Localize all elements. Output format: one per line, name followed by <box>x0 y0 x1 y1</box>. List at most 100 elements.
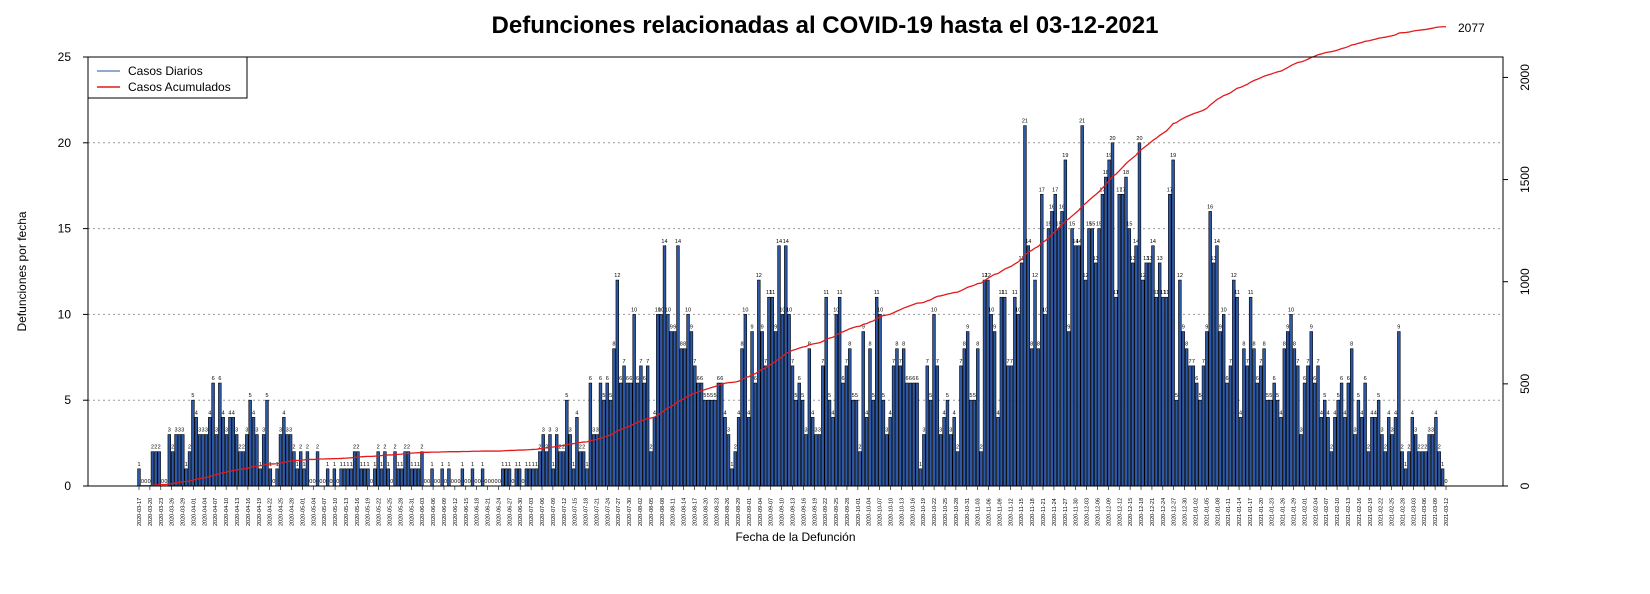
bar-value-label: 5 <box>872 393 875 399</box>
x-tick-label: 2020-12-30 <box>1183 498 1189 526</box>
bar-value-label: 4 <box>996 410 999 416</box>
bar <box>615 279 620 487</box>
bar-value-label: 7 <box>1202 359 1205 365</box>
bar-value-label: 12 <box>985 273 991 279</box>
bar <box>373 468 377 487</box>
bar <box>1134 245 1138 487</box>
bar <box>406 451 411 487</box>
bar-value-label: 0 <box>491 479 494 485</box>
bar-value-label: 5 <box>602 393 605 399</box>
bar-value-label: 2 <box>538 445 541 451</box>
x-tick-label: 2020-05-01 <box>300 498 306 526</box>
bar <box>763 365 768 487</box>
bar-value-label: 2 <box>1384 445 1387 451</box>
bar <box>693 365 697 487</box>
bar <box>1184 348 1189 487</box>
bar-value-label: 10 <box>786 307 792 313</box>
bar-value-label: 9 <box>670 325 673 331</box>
bar <box>1174 399 1179 487</box>
x-tick-label: 2020-09-16 <box>801 498 807 526</box>
bar-value-label: 10 <box>742 307 748 313</box>
x-tick-label: 2020-05-28 <box>398 498 404 526</box>
x-tick-label: 2020-03-26 <box>170 498 176 526</box>
bar-value-label: 2 <box>858 445 861 451</box>
bar-value-label: 4 <box>232 410 235 416</box>
bar <box>888 417 892 487</box>
bar-value-label: 4 <box>1239 410 1242 416</box>
bar <box>531 468 535 487</box>
x-tick-label: 2020-12-21 <box>1150 498 1156 526</box>
bar <box>1383 451 1388 487</box>
bar <box>875 296 879 487</box>
bar <box>1009 365 1014 487</box>
x-tick-label: 2021-01-05 <box>1204 498 1210 526</box>
x-tick-label: 2020-09-19 <box>812 498 818 526</box>
bar <box>1208 211 1212 487</box>
bar-value-label: 4 <box>1320 410 1323 416</box>
bar <box>541 434 545 487</box>
bar <box>821 365 825 487</box>
x-tick-label: 2021-01-20 <box>1259 498 1265 526</box>
bar-value-label: 8 <box>1283 342 1286 348</box>
bar <box>288 434 293 487</box>
bar <box>514 468 518 487</box>
bar-value-label: 8 <box>680 342 683 348</box>
bar-value-label: 2 <box>1407 445 1410 451</box>
bar <box>868 348 872 487</box>
bar-value-label: 9 <box>774 325 777 331</box>
bar-value-label: 8 <box>612 342 615 348</box>
bar-value-label: 1 <box>333 462 336 468</box>
bar-value-label: 9 <box>1219 325 1222 331</box>
bar-value-label: 3 <box>198 428 201 434</box>
bar-value-label: 14 <box>1072 239 1078 245</box>
bar-value-label: 0 <box>498 479 501 485</box>
bar <box>558 451 562 487</box>
bar <box>834 314 838 487</box>
bar-value-label: 5 <box>828 393 831 399</box>
x-tick-label: 2021-02-10 <box>1335 498 1341 526</box>
bar-value-label: 5 <box>1269 393 1272 399</box>
bar <box>1198 399 1202 487</box>
bar-value-label: 4 <box>811 410 814 416</box>
x-tick-label: 2020-10-28 <box>954 498 960 526</box>
bar <box>1191 365 1196 487</box>
x-tick-label: 2020-06-24 <box>496 498 502 526</box>
bar <box>726 434 731 487</box>
bar-value-label: 0 <box>521 479 524 485</box>
bar <box>891 365 896 487</box>
bar-value-label: 4 <box>222 410 225 416</box>
bar-value-label: 4 <box>889 410 892 416</box>
bar <box>996 417 1000 487</box>
bar-value-label: 7 <box>791 359 794 365</box>
bar <box>1312 382 1317 487</box>
bar-value-label: 4 <box>653 410 656 416</box>
bar <box>181 434 185 487</box>
bar-value-label: 4 <box>228 410 231 416</box>
x-tick-label: 2020-07-15 <box>573 498 579 526</box>
bar <box>1013 296 1017 487</box>
bar-value-label: 7 <box>1010 359 1013 365</box>
bar-value-label: 9 <box>690 325 693 331</box>
bar <box>1259 365 1263 487</box>
bar-value-label: 0 <box>323 479 326 485</box>
plot-frame <box>87 56 1504 487</box>
bar <box>258 468 262 487</box>
bar <box>1107 159 1111 487</box>
x-tick-label: 2021-03-06 <box>1422 498 1428 526</box>
bar-value-label: 4 <box>1279 410 1282 416</box>
bar <box>1067 331 1071 487</box>
bar-value-label: 6 <box>841 376 844 382</box>
bar-value-label: 2 <box>1401 445 1404 451</box>
bar-value-label: 0 <box>488 479 491 485</box>
bar-value-label: 3 <box>235 428 238 434</box>
bar-value-label: 12 <box>1032 273 1038 279</box>
bar-value-label: 5 <box>565 393 568 399</box>
x-tick-label: 2020-05-19 <box>366 498 372 526</box>
bar-value-label: 4 <box>747 410 750 416</box>
bar-value-label: 6 <box>1273 376 1276 382</box>
bar <box>1080 125 1084 487</box>
bar-value-label: 2 <box>579 445 582 451</box>
bar <box>275 468 279 487</box>
bar-value-label: 1 <box>303 462 306 468</box>
bar-value-label: 8 <box>740 342 743 348</box>
